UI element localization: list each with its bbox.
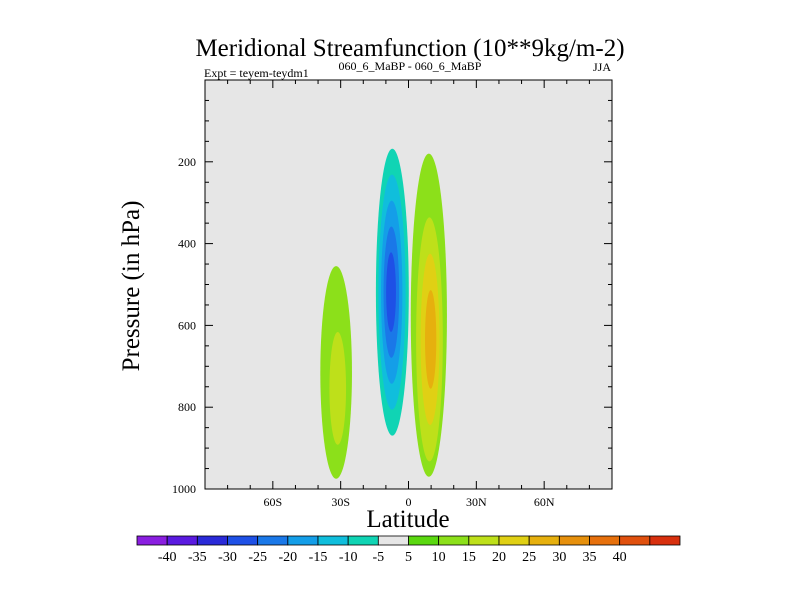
axis-ticks: 60S 30S 0 30N 60N 200 400 600 800 1000	[172, 80, 612, 509]
colorbar-label: 30	[552, 550, 566, 565]
equatorial-upper-strip	[387, 80, 394, 134]
equatorial-negative-cell-level--30	[386, 252, 396, 332]
colorbar-swatch	[589, 535, 621, 546]
sh-high-lat-cell-envelope	[275, 217, 294, 440]
colorbar-label: -25	[248, 550, 267, 565]
y-axis-label: Pressure (in hPa)	[118, 201, 145, 372]
x-tick-label: 60S	[263, 495, 282, 509]
sh-subtropical-cell-level-10	[329, 332, 347, 445]
colorbar-swatch	[438, 535, 470, 546]
colorbar-swatch	[408, 535, 440, 546]
colorbar-swatch	[619, 535, 651, 546]
x-tick-label: 30N	[466, 495, 487, 509]
y-tick-label: 200	[178, 155, 196, 169]
colorbar-label: -35	[188, 550, 207, 565]
nh-positive-cell	[410, 153, 447, 477]
chart-title: Meridional Streamfunction (10**9kg/m-2)	[195, 35, 624, 62]
colorbar-label: -15	[309, 550, 328, 565]
x-axis-label: Latitude	[366, 506, 449, 533]
y-tick-label: 600	[178, 318, 196, 332]
colorbar-swatch	[166, 535, 198, 546]
y-tick-label: 400	[178, 237, 196, 251]
x-tick-label: 0	[406, 495, 412, 509]
colorbar-swatch	[257, 535, 289, 546]
experiment-label: Expt = teyem-teydm1	[204, 66, 309, 80]
colorbar-swatch	[468, 535, 500, 546]
colorbar-swatch	[528, 535, 560, 546]
colorbar-swatch	[227, 535, 259, 546]
sh-high-lat-cell	[275, 217, 294, 440]
colorbar-label: 5	[405, 550, 412, 565]
colorbar-label: 15	[462, 550, 476, 565]
colorbar-swatch	[317, 535, 349, 546]
colorbar-swatch	[287, 535, 319, 546]
y-tick-label: 800	[178, 400, 196, 414]
contour-layer	[275, 80, 447, 479]
colorbar: -40 -35 -30 -25 -20 -15 -10 -5 5 10 15 20 25 30 35 40	[136, 535, 681, 565]
x-tick-label: 60N	[534, 495, 555, 509]
colorbar-label: -20	[278, 550, 297, 565]
nh-positive-cell-level-20	[425, 290, 437, 389]
colorbar-label: -10	[339, 550, 358, 565]
colorbar-label: -5	[372, 550, 384, 565]
colorbar-swatch	[347, 535, 379, 546]
x-tick-label: 30S	[331, 495, 350, 509]
equatorial-negative-cell	[372, 133, 414, 479]
period-label: 060_6_MaBP - 060_6_MaBP	[339, 59, 482, 73]
colorbar-label: 40	[613, 550, 627, 565]
colorbar-label: -30	[218, 550, 237, 565]
colorbar-label: 35	[583, 550, 597, 565]
colorbar-label: 10	[432, 550, 446, 565]
colorbar-label: -40	[158, 550, 177, 565]
colorbar-swatch	[649, 535, 681, 546]
colorbar-swatch	[196, 535, 228, 546]
colorbar-swatch	[136, 535, 168, 546]
y-tick-label: 1000	[172, 482, 196, 496]
season-label: JJA	[593, 60, 611, 74]
colorbar-label: 20	[492, 550, 506, 565]
colorbar-swatch	[498, 535, 530, 546]
sh-subtropical-cell	[320, 266, 352, 479]
colorbar-swatch	[377, 535, 409, 546]
colorbar-swatch	[558, 535, 590, 546]
colorbar-label: 25	[522, 550, 536, 565]
